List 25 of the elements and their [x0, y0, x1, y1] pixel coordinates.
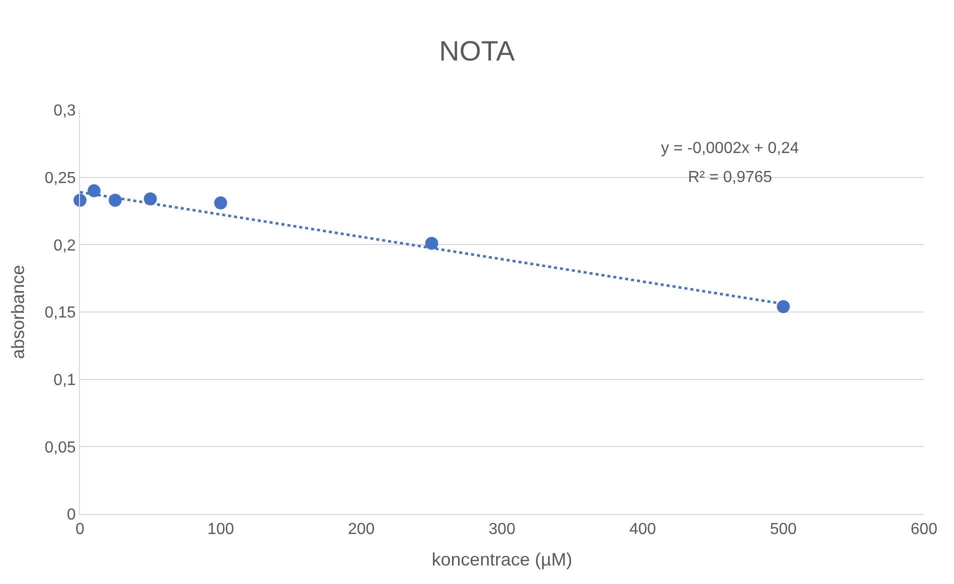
y-tick-label: 0 — [66, 506, 76, 524]
point — [425, 236, 438, 250]
y-axis-title: absorbance — [8, 264, 28, 360]
y-tick-label: 0,05 — [44, 439, 76, 456]
x-tick-label: 400 — [629, 521, 656, 538]
x-tick-label: 500 — [770, 521, 797, 538]
point — [776, 300, 790, 314]
point — [144, 192, 157, 206]
point — [214, 196, 228, 210]
y-tick-label: 0,2 — [54, 237, 76, 254]
y-tick-label: 0,3 — [54, 102, 76, 120]
annotation: y = -0,0002x + 0,24 — [661, 140, 799, 157]
point — [74, 194, 86, 207]
x-tick-label: 100 — [207, 521, 234, 538]
x-tick-label: 600 — [910, 521, 938, 538]
point — [108, 194, 122, 207]
y-tick-label: 0,1 — [54, 372, 76, 389]
y-tick-label: 0,15 — [44, 304, 76, 322]
x-tick-label: 300 — [488, 521, 516, 538]
point — [88, 184, 101, 198]
annotation: R² = 0,9765 — [688, 169, 772, 186]
y-tick-label: 0,25 — [44, 170, 76, 187]
chart-title: NOTA — [439, 35, 516, 66]
x-tick-label: 200 — [348, 521, 375, 538]
x-axis-title: koncentrace (µM) — [432, 549, 572, 570]
